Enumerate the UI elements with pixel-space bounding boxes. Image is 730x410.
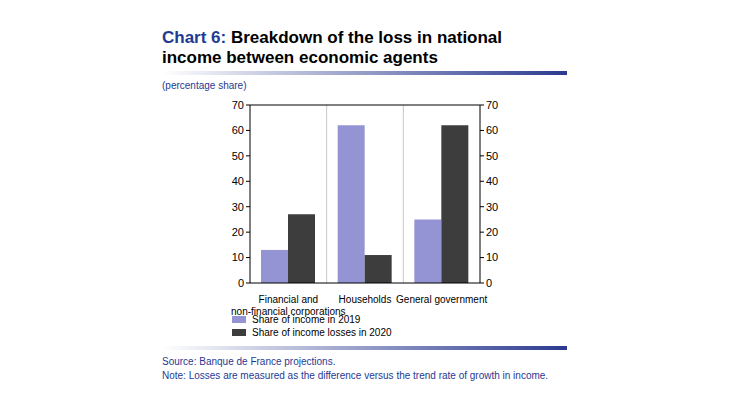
- svg-text:General government: General government: [396, 294, 487, 305]
- svg-text:10: 10: [232, 251, 244, 263]
- html-text:Note: Losses are measured as t: Note: Losses are measured as the differe…: [162, 370, 549, 381]
- svg-text:60: 60: [486, 124, 498, 136]
- svg-text:20: 20: [232, 226, 244, 238]
- svg-text:0: 0: [238, 277, 244, 289]
- svg-text:10: 10: [486, 251, 498, 263]
- svg-text:40: 40: [486, 175, 498, 187]
- svg-text:70: 70: [232, 99, 244, 111]
- html-text:Source: Banque de France proje: Source: Banque de France projections.: [162, 356, 336, 367]
- svg-text:30: 30: [486, 201, 498, 213]
- html-text:Chart 6: Breakdown of the loss: Chart 6: Breakdown of the loss in nation…: [162, 28, 502, 67]
- svg-text:70: 70: [486, 99, 498, 111]
- svg-text:0: 0: [486, 277, 492, 289]
- svg-text:50: 50: [486, 150, 498, 162]
- html-text:(percentage share): (percentage share): [162, 80, 247, 91]
- html-text:Share of income in 2019: Share of income in 2019: [252, 314, 361, 325]
- svg-text:20: 20: [486, 226, 498, 238]
- svg-text:30: 30: [232, 201, 244, 213]
- svg-text:50: 50: [232, 150, 244, 162]
- svg-text:Financial andnon-financial cor: Financial andnon-financial corporations: [231, 294, 346, 317]
- svg-text:60: 60: [232, 124, 244, 136]
- svg-text:40: 40: [232, 175, 244, 187]
- svg-text:Households: Households: [339, 294, 392, 305]
- html-text:Share of income losses in 2020: Share of income losses in 2020: [252, 327, 392, 338]
